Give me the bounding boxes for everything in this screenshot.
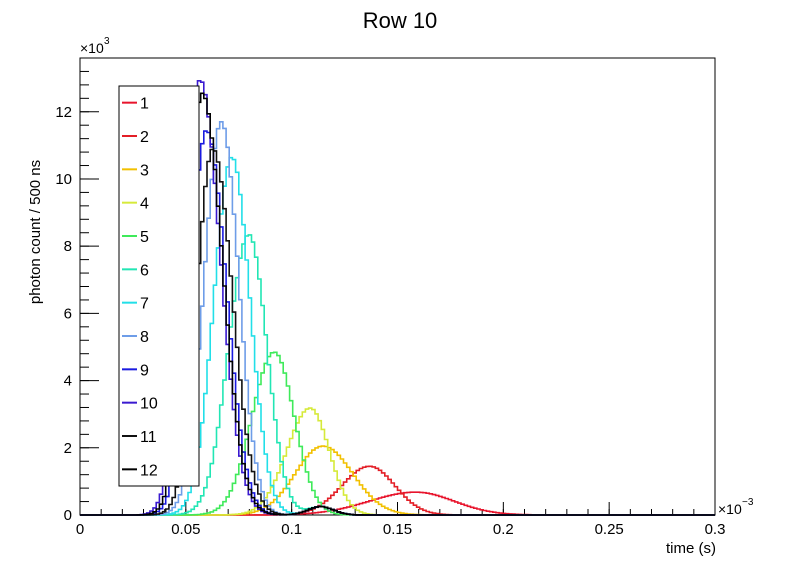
- legend-label-11: 11: [140, 429, 157, 446]
- legend-label-5: 5: [140, 229, 149, 246]
- y-tick-label: 0: [64, 507, 72, 524]
- x-tick-label: 0.05: [171, 521, 200, 538]
- y-multiplier-exponent: 3: [104, 36, 110, 47]
- legend-label-9: 9: [140, 362, 149, 379]
- legend-label-3: 3: [140, 162, 149, 179]
- y-multiplier: ×10 3: [80, 36, 110, 56]
- x-multiplier-exponent: −3: [742, 497, 754, 508]
- legend-label-12: 12: [140, 462, 158, 479]
- y-tick-label: 8: [64, 238, 72, 255]
- legend-label-4: 4: [140, 196, 149, 213]
- y-axis-label: photon count / 500 ns: [27, 160, 44, 304]
- x-tick-label: 0.1: [281, 521, 302, 538]
- x-tick-label: 0.3: [705, 521, 726, 538]
- y-tick-label: 6: [64, 305, 72, 322]
- x-multiplier: ×10 −3: [718, 497, 754, 517]
- x-tick-label: 0.15: [383, 521, 412, 538]
- x-tick-label: 0.25: [595, 521, 624, 538]
- x-multiplier-base: ×10: [718, 501, 742, 517]
- series-curves: [80, 80, 715, 516]
- chart-title: Row 10: [363, 8, 438, 33]
- legend-label-2: 2: [140, 129, 149, 146]
- legend-label-1: 1: [140, 96, 149, 113]
- x-tick-label: 0: [76, 521, 84, 538]
- y-tick-label: 4: [64, 373, 72, 390]
- legend-label-6: 6: [140, 262, 149, 279]
- legend-box: [118, 85, 200, 487]
- y-multiplier-base: ×10: [80, 40, 104, 56]
- x-tick-label: 0.2: [493, 521, 514, 538]
- legend-label-8: 8: [140, 329, 149, 346]
- y-tick-label: 10: [55, 171, 72, 188]
- y-tick-label: 2: [64, 440, 72, 457]
- legend-label-10: 10: [140, 396, 158, 413]
- y-tick-label: 12: [55, 104, 72, 121]
- legend-label-7: 7: [140, 296, 149, 313]
- x-axis-label: time (s): [666, 540, 716, 557]
